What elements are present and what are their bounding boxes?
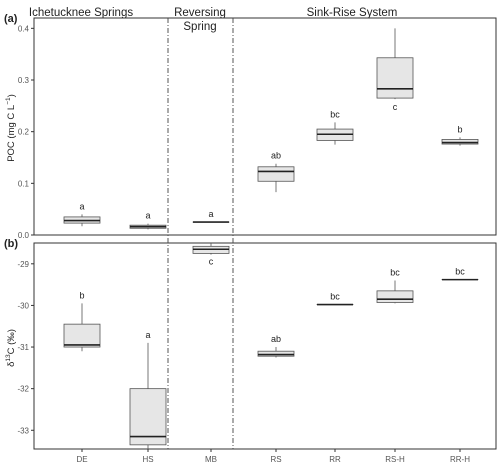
box-plot: ab <box>257 151 295 193</box>
y-axis-title: δ13C (‰) <box>5 329 17 367</box>
group-dividers <box>167 18 234 449</box>
y-tick-label: -33 <box>17 426 29 435</box>
x-tick-label: RR-H <box>450 455 470 464</box>
significance-letter: ab <box>271 334 281 344</box>
significance-letter: a <box>208 209 213 219</box>
y-axis-title: POC (mg C L−1) <box>5 94 17 162</box>
y-tick-label: -31 <box>17 343 29 352</box>
y-axis-title-part: POC (mg C L <box>6 105 17 162</box>
significance-letter: c <box>209 256 214 266</box>
box-plot: c <box>376 28 414 112</box>
significance-letter: a <box>79 201 84 211</box>
box-plot: bc <box>316 109 354 145</box>
box <box>257 350 295 357</box>
significance-letter: a <box>145 330 150 340</box>
box-plot: a <box>129 330 167 449</box>
x-tick-label: MB <box>205 455 217 464</box>
panel-b: -33 -32 -31 -30 -29 (b) δ13C (‰) b a c ab bc bc bc DE H… <box>4 238 497 464</box>
group-label: Spring <box>183 21 216 33</box>
panel-label: (b) <box>4 238 18 250</box>
box <box>257 166 295 182</box>
y-axis-title-superscript: 13 <box>5 354 12 362</box>
box-plot: ab <box>257 334 295 358</box>
significance-letter: bc <box>330 109 340 119</box>
group-label: Reversing <box>174 7 226 19</box>
group-labels: Ichetucknee Springs Reversing Spring Sink-R… <box>29 7 397 33</box>
y-tick-label: 0.4 <box>18 24 30 33</box>
x-tick-label: RS-H <box>385 455 405 464</box>
box <box>376 290 414 303</box>
y-tick-label: -30 <box>17 301 29 310</box>
panel-label: (a) <box>4 13 18 25</box>
plot-frame <box>33 17 497 236</box>
y-tick-label: 0.2 <box>18 128 30 137</box>
group-label: Ichetucknee Springs <box>29 7 133 19</box>
y-tick-label: 0.0 <box>18 231 30 240</box>
plot-frame <box>33 242 497 450</box>
box-plot: bc <box>376 267 414 304</box>
x-tick-label: HS <box>142 455 153 464</box>
significance-letter: b <box>457 124 462 134</box>
x-tick-label: DE <box>76 455 87 464</box>
significance-letter: a <box>145 211 150 221</box>
group-label: Sink-Rise System <box>307 7 398 19</box>
box-plot: b <box>441 124 479 146</box>
box-plot: bc <box>441 267 479 281</box>
significance-letter: c <box>393 102 398 112</box>
box-plot: b <box>63 290 101 352</box>
box <box>129 388 167 446</box>
significance-letter: bc <box>390 267 400 277</box>
box-plot: a <box>192 209 230 223</box>
y-tick-label: -32 <box>17 385 29 394</box>
box-plot: c <box>192 243 230 266</box>
significance-letter: bc <box>455 267 465 277</box>
y-tick-label: 0.1 <box>18 179 30 188</box>
y-axis-title-superscript: −1 <box>5 97 12 105</box>
significance-letter: bc <box>330 292 340 302</box>
box-plot: a <box>129 211 167 230</box>
significance-letter: ab <box>271 151 281 161</box>
x-tick-label: RS <box>270 455 281 464</box>
box-plot: a <box>63 201 101 227</box>
y-tick-label: 0.3 <box>18 76 30 85</box>
panel-a: 0.0 0.1 0.2 0.3 0.4(a) POC (mg C L−1) a a a ab bc c… <box>4 13 497 240</box>
y-axis-title-part: C (‰) <box>6 329 17 354</box>
y-axis-title-part: ) <box>6 94 17 97</box>
box <box>63 323 101 348</box>
box <box>376 57 414 99</box>
x-tick-label: RR <box>329 455 341 464</box>
y-tick-label: -29 <box>17 260 29 269</box>
box-plot: bc <box>316 292 354 306</box>
significance-letter: b <box>79 290 84 300</box>
y-axis-title-part: δ <box>6 362 17 367</box>
